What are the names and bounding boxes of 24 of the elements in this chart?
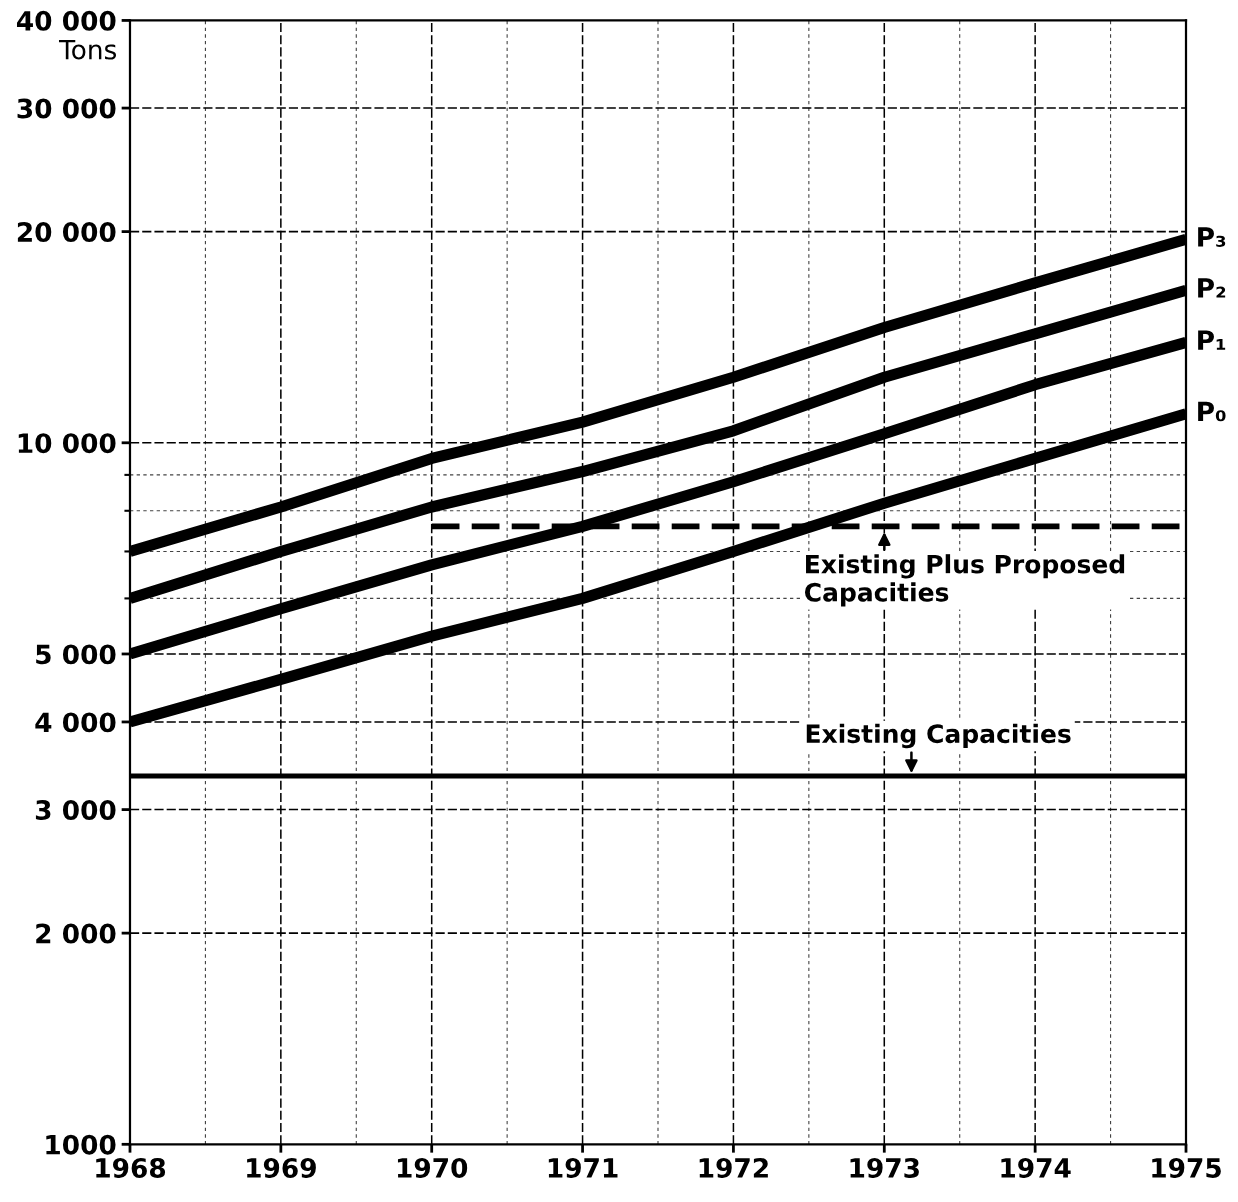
ref-line-label: Existing Capacities xyxy=(806,723,1071,749)
x-tick-label: 1975 xyxy=(1152,1157,1221,1178)
x-tick-label: 1971 xyxy=(548,1157,618,1178)
y-tick-label: 30 000 xyxy=(17,98,116,119)
x-tick-label: 1970 xyxy=(397,1157,468,1178)
x-tick-label: 1973 xyxy=(850,1157,919,1178)
y-tick-label: 3 000 xyxy=(35,800,116,820)
x-tick-label: 1968 xyxy=(96,1157,166,1178)
y-tick-label: 4 000 xyxy=(35,712,116,733)
series-label: P₂ xyxy=(1198,278,1226,298)
y-tick-label: 40 000 xyxy=(16,10,116,31)
y-tick-label: 2 000 xyxy=(36,923,116,944)
series-label: P₁ xyxy=(1198,330,1226,350)
y-axis-title: Tons xyxy=(58,39,117,60)
y-tick-label: 10 000 xyxy=(18,433,116,454)
annotation: Existing Plus Proposed Capacities xyxy=(804,554,1125,607)
y-tick-label: 1000 xyxy=(46,1134,116,1155)
x-tick-label: 1974 xyxy=(1001,1157,1071,1178)
y-tick-label: 5 000 xyxy=(36,644,116,665)
x-tick-label: 1972 xyxy=(699,1157,768,1178)
series-label: P₀ xyxy=(1198,401,1226,422)
series-label: P₃ xyxy=(1198,227,1226,247)
x-tick-label: 1969 xyxy=(247,1157,316,1178)
y-tick-label: 20 000 xyxy=(17,222,116,243)
